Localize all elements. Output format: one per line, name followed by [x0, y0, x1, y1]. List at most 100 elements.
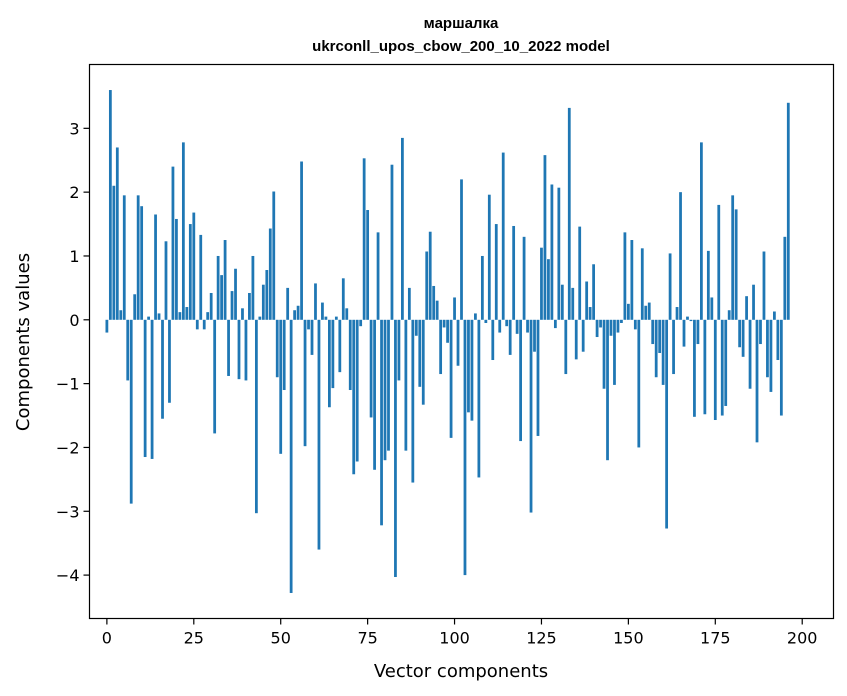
bar [693, 319, 696, 417]
bar [578, 226, 582, 320]
bar [752, 284, 755, 320]
bar [550, 184, 554, 320]
bar [498, 319, 502, 333]
bar [328, 319, 331, 408]
x-tick-label: 200 [787, 629, 818, 648]
bar [449, 319, 453, 438]
bar [216, 255, 220, 320]
bar [446, 319, 449, 343]
bar [112, 185, 116, 320]
bar [623, 232, 627, 320]
bar [571, 287, 575, 320]
bar [352, 319, 356, 475]
bar [574, 319, 578, 360]
bar [606, 319, 609, 461]
bar [341, 278, 345, 320]
chart-subtitle: ukrconll_upos_cbow_200_10_2022 model [312, 38, 610, 55]
bar [279, 319, 283, 454]
y-tick-label: 1 [69, 247, 79, 266]
bar [407, 287, 411, 320]
bar [762, 251, 766, 320]
bar [241, 308, 244, 320]
bar [199, 234, 203, 320]
bar [418, 319, 422, 387]
bar [251, 255, 255, 320]
bar [647, 302, 651, 320]
bar [261, 284, 265, 320]
bar [599, 319, 602, 328]
bar [547, 259, 550, 320]
bar [373, 319, 376, 470]
bar [480, 255, 484, 320]
bar [258, 316, 262, 320]
bar [345, 308, 349, 320]
bar [519, 319, 522, 442]
bar [508, 319, 512, 355]
bar [585, 281, 589, 320]
bar [254, 319, 258, 514]
bar [727, 310, 731, 320]
bar [282, 319, 286, 391]
bar [143, 319, 147, 458]
bar [700, 142, 703, 320]
bar [453, 297, 456, 320]
bar [185, 307, 189, 320]
bar [487, 194, 491, 320]
bar [122, 195, 126, 320]
bar [439, 319, 443, 375]
bar [637, 319, 641, 448]
bar [720, 319, 724, 416]
bar [679, 192, 682, 320]
bar [672, 319, 675, 375]
bar [362, 158, 366, 320]
bar [748, 319, 752, 389]
bar [734, 209, 738, 320]
bar [668, 253, 672, 320]
bar [581, 319, 585, 352]
bar [696, 319, 700, 345]
bar [536, 319, 540, 436]
bar [776, 319, 780, 361]
bar [401, 137, 404, 320]
bar [140, 206, 144, 320]
plot-area-frame [88, 63, 835, 620]
bar [234, 268, 237, 320]
bar [227, 319, 230, 376]
bar [206, 312, 210, 320]
bar [717, 204, 721, 320]
bar [230, 291, 234, 320]
bar [213, 319, 217, 434]
bar [661, 319, 665, 385]
bar [244, 319, 248, 381]
bar [129, 319, 133, 504]
bar [686, 316, 689, 320]
bar [616, 319, 620, 333]
bar [769, 319, 773, 392]
x-tick-label: 150 [613, 629, 644, 648]
x-tick-label: 75 [357, 629, 377, 648]
bar [195, 319, 199, 330]
bar [175, 218, 178, 320]
bar [613, 319, 616, 385]
bar [334, 316, 338, 320]
bar [397, 319, 401, 381]
y-tick-label: −1 [56, 375, 80, 394]
bar [689, 319, 693, 322]
bar [314, 283, 317, 320]
bar [380, 319, 383, 526]
bar [421, 319, 425, 405]
bar [317, 319, 321, 550]
bar [682, 319, 686, 347]
bar [404, 319, 408, 451]
bar [296, 305, 300, 320]
bar [387, 319, 390, 451]
bar [265, 270, 269, 320]
bar [491, 319, 495, 361]
bar [633, 319, 637, 330]
bar [192, 212, 196, 320]
y-axis-ticks: 3 2 1 0 −1 −2 −3 −4 [56, 119, 90, 585]
bar [706, 250, 710, 320]
bar [223, 240, 227, 320]
bar [432, 285, 436, 320]
bar [324, 316, 328, 320]
